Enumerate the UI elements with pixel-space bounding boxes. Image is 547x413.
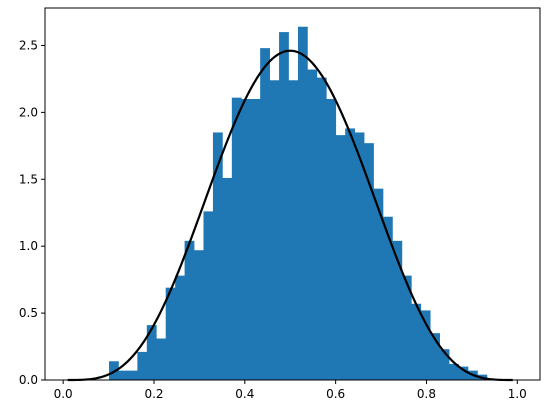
histogram-bar — [156, 338, 167, 380]
histogram-bar — [401, 275, 412, 380]
histogram-bar — [307, 69, 318, 380]
histogram-bar — [279, 32, 289, 380]
histogram-bar — [184, 240, 195, 380]
y-tick-label: 0.0 — [19, 373, 38, 387]
histogram-bar — [250, 98, 261, 381]
histogram-bar — [326, 98, 337, 381]
histogram-bar — [420, 310, 431, 380]
y-tick-label: 2.0 — [19, 105, 38, 119]
x-axis: 0.0 0.2 0.4 0.6 0.8 1.0 — [54, 380, 527, 401]
histogram-bar — [269, 80, 280, 380]
histogram-bar — [449, 363, 459, 380]
histogram-bar — [411, 303, 422, 380]
histogram-bars — [109, 26, 488, 381]
histogram-bar — [335, 135, 346, 380]
histogram-bar — [222, 177, 233, 380]
histogram-bar — [146, 325, 157, 380]
y-axis: 0.0 0.5 1.0 1.5 2.0 2.5 — [19, 38, 45, 387]
histogram-bar — [194, 250, 204, 380]
x-tick-label: 0.0 — [54, 387, 73, 401]
y-tick-label: 0.5 — [19, 306, 38, 320]
histogram-bar — [165, 287, 176, 380]
x-tick-label: 0.4 — [235, 387, 254, 401]
histogram-bar — [175, 275, 185, 380]
histogram-bar — [260, 48, 270, 380]
y-tick-label: 1.5 — [19, 172, 38, 186]
x-tick-label: 0.6 — [326, 387, 345, 401]
y-tick-label: 2.5 — [19, 38, 38, 52]
x-tick-label: 0.8 — [417, 387, 436, 401]
histogram-bar — [392, 240, 403, 380]
histogram-bar — [231, 97, 242, 381]
histogram-bar — [364, 143, 374, 380]
histogram-bar — [439, 349, 450, 380]
histogram-bar — [458, 366, 469, 380]
histogram-bar — [354, 132, 365, 380]
histogram-bar — [382, 216, 393, 380]
x-tick-label: 1.0 — [508, 387, 527, 401]
histogram-bar — [345, 128, 355, 380]
histogram-bar — [127, 370, 138, 380]
histogram-bar — [373, 188, 384, 380]
histogram-bar — [212, 132, 223, 380]
histogram-bar — [297, 26, 308, 380]
histogram-bar — [241, 98, 252, 381]
histogram-bar — [137, 351, 148, 380]
histogram-bar — [430, 333, 440, 380]
histogram-bar — [118, 370, 129, 380]
x-tick-label: 0.2 — [144, 387, 163, 401]
histogram-bar — [288, 80, 299, 380]
histogram-bar — [316, 77, 327, 380]
density-curve — [67, 49, 513, 382]
y-tick-label: 1.0 — [19, 239, 38, 253]
histogram-bar — [203, 211, 214, 380]
plot-frame — [44, 7, 541, 381]
